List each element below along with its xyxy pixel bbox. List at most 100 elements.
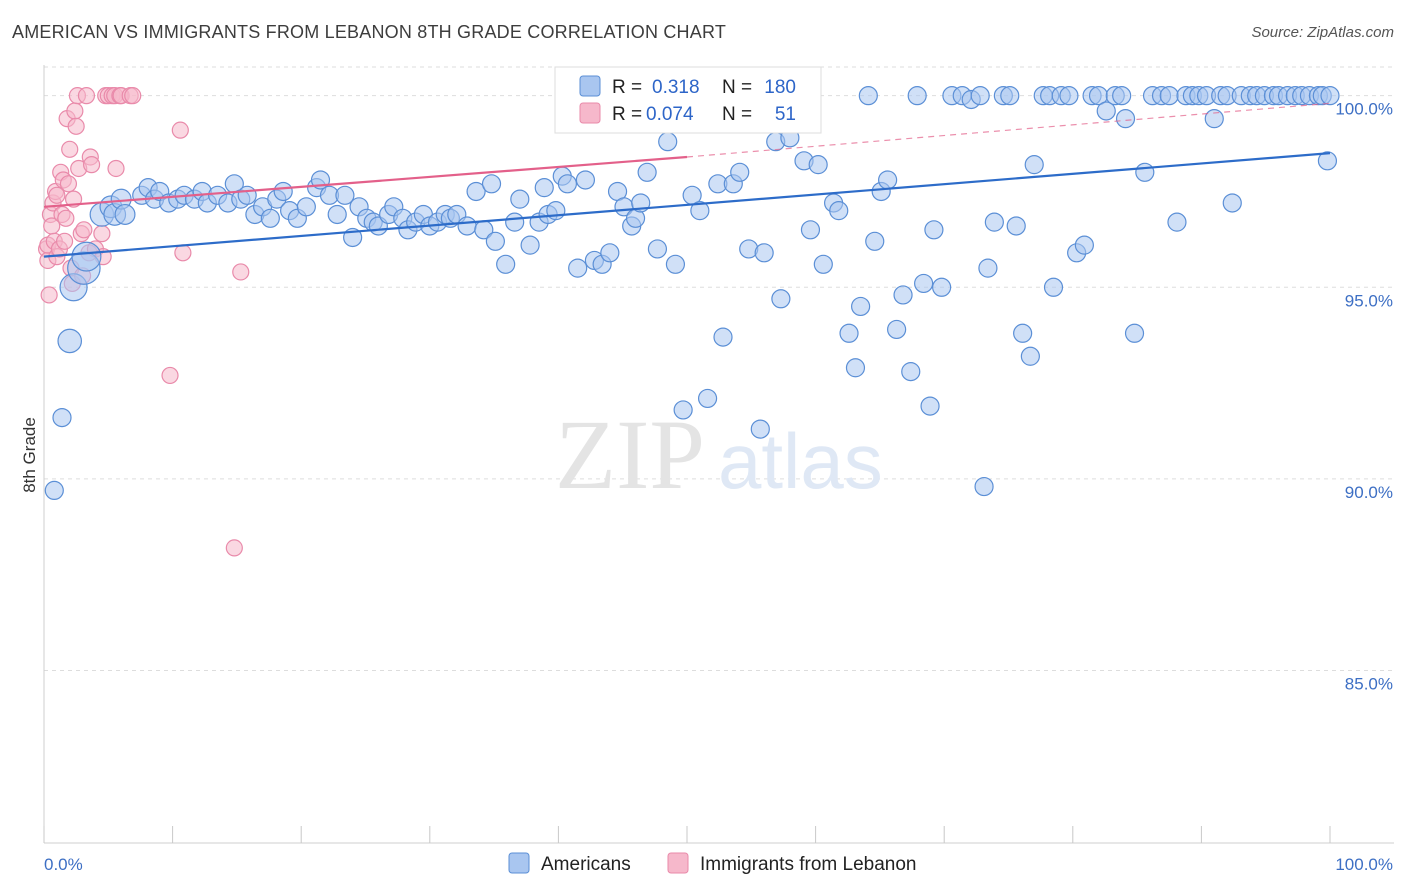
americans-point [44,480,64,501]
americans-point [600,243,620,263]
americans-point [457,216,477,236]
americans-trend-line [43,152,1331,258]
americans-point [808,155,828,175]
lebanon-point [59,175,78,193]
americans-point [673,400,693,420]
lebanon-point [57,209,75,227]
series-legend: Americans Immigrants from Lebanon [508,852,917,875]
lebanon-point [66,102,84,120]
americans-point [865,231,885,251]
lebanon-point [93,225,111,243]
y-tick-label: 100.0% [1335,100,1393,119]
americans-point [273,181,293,202]
americans-point [568,258,588,278]
legend-r-value-americans: 0.318 [652,77,700,98]
americans-point [978,258,998,278]
americans-point [505,212,525,232]
y-tick-label: 90.0% [1345,483,1393,502]
americans-point [713,327,733,347]
y-tick-labels: 85.0% 90.0% 95.0% 100.0% [1335,100,1393,694]
lebanon-point [124,87,142,105]
americans-point [1020,346,1040,366]
legend-n-value-americans: 180 [764,77,796,98]
americans-point [851,296,871,317]
americans-point [1074,235,1094,255]
lebanon-point [75,221,93,239]
americans-point [924,220,944,240]
x-tick-labels: 0.0% 100.0% [44,855,1393,874]
americans-point [57,328,83,354]
americans-point [1006,216,1026,236]
americans-point [1159,86,1179,106]
trend-lines [43,102,1331,258]
americans-point [800,220,821,240]
grid-lines [44,66,1394,672]
americans-point [1204,109,1224,129]
americans-point [984,212,1004,232]
axes [43,65,1394,844]
americans-point [750,419,770,439]
americans-point [1043,277,1064,297]
lebanon-point [161,366,179,385]
americans-point [845,358,866,378]
americans-point [932,277,952,297]
americans-point [1135,162,1155,182]
americans-point [1320,86,1340,106]
americans-point [575,170,596,190]
americans-point [485,231,505,251]
y-axis-title: 8th Grade [20,417,39,493]
americans-point [237,185,257,205]
americans-point [466,181,486,202]
americans-point [335,185,355,205]
legend-r-label-americans: R = [612,77,642,98]
americans-point [1115,109,1136,129]
americans-point [71,241,102,272]
americans-point [1059,86,1079,106]
americans-point [887,319,907,340]
americans-point [974,476,994,497]
americans-point [893,285,913,305]
americans-point [658,132,678,152]
americans-point [1096,101,1116,121]
lebanon-point [82,156,101,174]
lebanon-point [40,286,58,304]
americans-point [260,208,280,228]
x-tick-label-max: 100.0% [1335,855,1393,874]
lebanon-point [171,121,189,139]
series-lebanon-points [37,87,250,557]
americans-point [1124,323,1145,343]
stats-legend: R = 0.318 N = 180 R = 0.074 N = 51 [554,66,822,134]
americans-point [496,254,516,274]
americans-point [1112,86,1132,106]
legend-r-value-lebanon: 0.074 [646,104,694,125]
americans-point [534,178,554,198]
lebanon-point [225,539,243,557]
americans-point [690,201,710,221]
americans-point [1013,323,1033,343]
americans-point [839,323,859,343]
bottom-legend-swatch-lebanon [667,852,689,874]
americans-point [52,407,72,428]
legend-swatch-americans [579,75,601,97]
americans-point [647,239,668,259]
americans-point [813,254,833,274]
americans-point [858,86,878,106]
y-tick-label: 95.0% [1345,291,1393,310]
lebanon-trend-extension [686,102,1331,158]
americans-point [730,162,750,182]
legend-n-value-lebanon: 51 [775,104,796,125]
americans-point [1024,155,1044,175]
americans-point [114,203,136,225]
americans-point [920,396,940,416]
legend-n-label-lebanon: N = [722,104,752,125]
americans-point [754,243,774,263]
americans-point [520,235,540,255]
lebanon-point [61,140,79,158]
lebanon-point [77,87,96,105]
lebanon-point [232,263,250,281]
americans-point [510,189,530,209]
americans-point [901,362,921,382]
lebanon-point [174,244,192,262]
americans-point [697,388,718,409]
